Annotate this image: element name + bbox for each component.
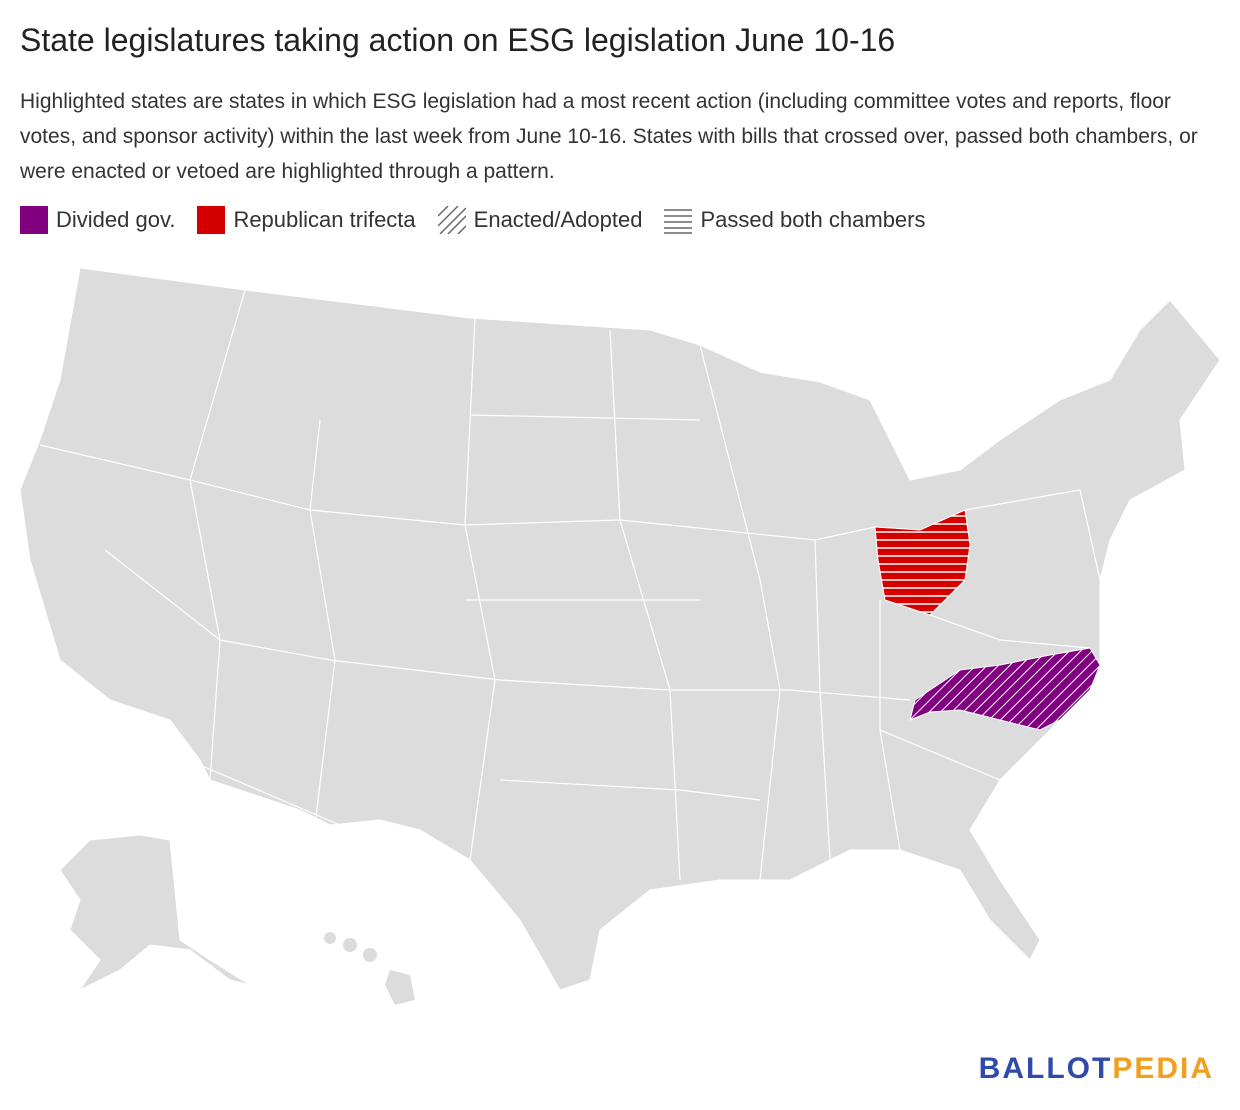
- legend-label: Enacted/Adopted: [473, 207, 643, 232]
- legend-pattern: [664, 209, 693, 234]
- us-outline: [19, 267, 1221, 991]
- legend-swatch: [20, 206, 48, 234]
- legend-swatch: [197, 206, 226, 234]
- state-borders: [39, 289, 1101, 881]
- legend-item: Republican trifecta: [197, 206, 416, 234]
- legend: Divided gov. Republican trifecta Enacted…: [20, 206, 948, 234]
- hawaii: [324, 932, 415, 1005]
- logo-text: PEDIA: [1112, 1052, 1214, 1085]
- highlighted-state: [874, 509, 971, 616]
- legend-item: Enacted/Adopted: [437, 206, 643, 234]
- legend-label: Divided gov.: [56, 207, 176, 232]
- logo-text: BALLOT: [978, 1052, 1113, 1085]
- legend-item: Passed both chambers: [664, 206, 926, 234]
- description: Highlighted states are states in which E…: [20, 90, 1198, 183]
- title: State legislatures taking action on ESG …: [20, 22, 896, 58]
- highlighted-state: [909, 647, 1101, 731]
- map: [19, 267, 1221, 1005]
- legend-item: Divided gov.: [20, 206, 175, 234]
- logo: BALLOTPEDIA: [979, 1052, 1214, 1086]
- legend-label: Republican trifecta: [233, 207, 416, 232]
- legend-pattern: [437, 206, 466, 234]
- legend-label: Passed both chambers: [700, 207, 926, 232]
- alaska: [59, 834, 251, 992]
